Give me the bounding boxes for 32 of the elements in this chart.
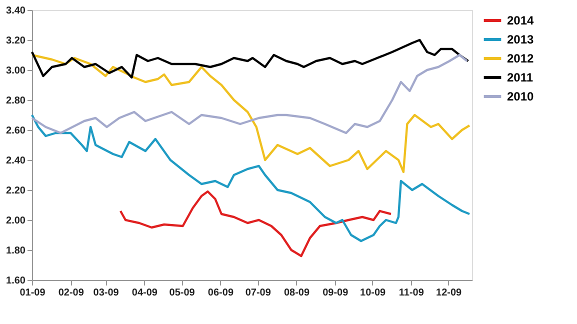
line-series — [119, 190, 392, 258]
legend-label: 2010 — [507, 90, 534, 104]
legend-label: 2011 — [507, 70, 534, 84]
line-series — [30, 54, 468, 134]
line-series — [30, 38, 470, 79]
y-tick-label: 3.20 — [6, 36, 26, 46]
x-tick-label: 04-09 — [132, 288, 158, 298]
legend-label: 2014 — [507, 14, 534, 28]
y-tick-label: 3.40 — [6, 6, 26, 16]
x-tick-label: 10-09 — [360, 288, 386, 298]
y-tick-label: 1.60 — [6, 276, 26, 286]
x-tick-label: 07-09 — [245, 288, 272, 298]
legend-label: 2013 — [507, 32, 534, 46]
x-tick-label: 03-09 — [93, 288, 120, 298]
x-tick-label: 11-09 — [398, 288, 424, 298]
x-tick-label: 06-09 — [208, 288, 234, 298]
y-tick-label: 2.00 — [6, 216, 26, 226]
y-tick-label: 2.80 — [6, 96, 26, 106]
y-tick-label: 2.60 — [6, 126, 26, 136]
line-series — [30, 54, 471, 174]
x-tick-label: 08-09 — [284, 288, 310, 298]
x-tick-label: 05-09 — [169, 288, 196, 298]
y-tick-label: 2.40 — [6, 156, 26, 166]
y-tick-label: 2.20 — [6, 186, 26, 196]
line-series — [30, 114, 471, 242]
y-tick-label: 1.80 — [6, 246, 26, 256]
legend-label: 2012 — [507, 52, 534, 66]
y-tick-label: 3.00 — [6, 66, 26, 76]
x-tick-label: 01-09 — [20, 288, 46, 298]
x-tick-label: 09-09 — [322, 288, 349, 298]
x-tick-label: 12-09 — [436, 288, 462, 298]
x-tick-label: 02-09 — [58, 288, 84, 298]
